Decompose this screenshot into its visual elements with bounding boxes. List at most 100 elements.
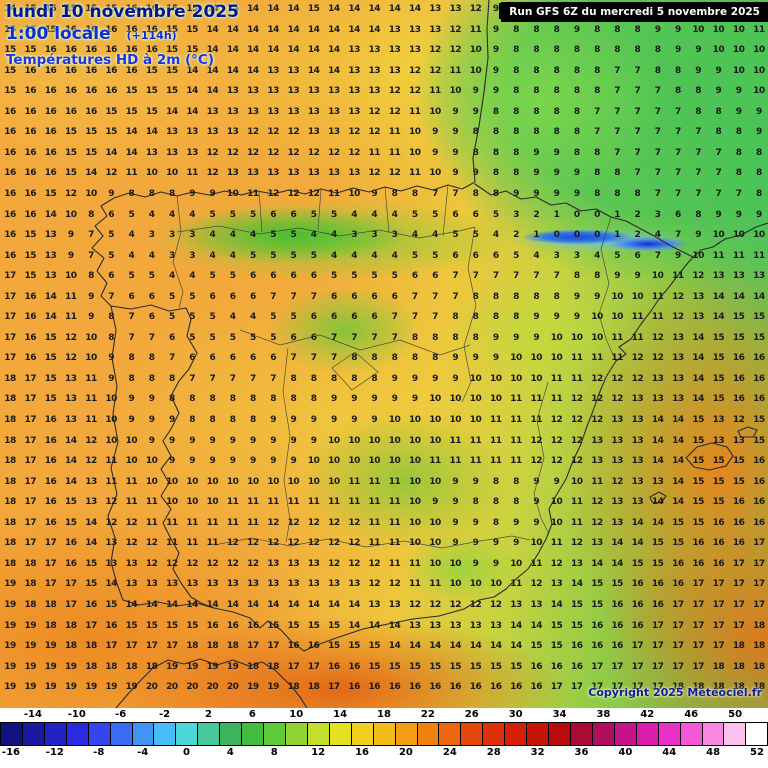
temperature-value: 12 — [651, 353, 664, 364]
temperature-value: 9 — [330, 394, 337, 405]
temperature-value: 11 — [409, 579, 421, 590]
temperature-value: 6 — [290, 209, 297, 220]
temperature-value: 13 — [550, 579, 563, 590]
temperature-value: 13 — [166, 127, 178, 138]
temperature-value: 15 — [186, 4, 198, 14]
temperature-value: 15 — [712, 394, 725, 405]
temperature-value: 8 — [270, 394, 276, 405]
temperature-value: 15 — [44, 332, 57, 343]
temperature-value: 10 — [550, 332, 563, 343]
temperature-value: 12 — [247, 558, 259, 569]
temperature-value: 10 — [409, 456, 421, 467]
temperature-value: 15 — [145, 620, 158, 631]
temperature-value: 10 — [409, 415, 421, 425]
scale-color-cell — [439, 723, 462, 745]
temperature-value: 12 — [328, 147, 340, 158]
temperature-value: 3 — [351, 230, 357, 241]
temperature-value: 16 — [44, 86, 57, 97]
temperature-value: 14 — [64, 456, 77, 467]
temperature-value: 7 — [432, 312, 438, 323]
temperature-value: 8 — [695, 106, 702, 117]
temperature-value: 11 — [550, 538, 563, 549]
temperature-value: 8 — [310, 394, 317, 405]
temperature-value: 15 — [4, 24, 16, 35]
temperature-value: 17 — [712, 599, 725, 610]
temperature-value: 14 — [186, 86, 198, 97]
temperature-value: 16 — [44, 435, 57, 446]
temperature-value: 13 — [388, 24, 401, 35]
temperature-value: 6 — [310, 312, 317, 323]
temperature-value: 16 — [570, 641, 583, 652]
temperature-value: 10 — [570, 332, 583, 343]
temperature-value: 11 — [530, 415, 542, 425]
temperature-value: 6 — [108, 271, 115, 282]
temperature-value: 12 — [550, 415, 563, 425]
temperature-value: 8 — [513, 106, 519, 117]
temperature-value: 7 — [169, 353, 175, 364]
temperature-value: 9 — [249, 435, 256, 446]
temperature-value: 13 — [368, 599, 381, 610]
temperature-value: 15 — [348, 641, 360, 652]
temperature-value: 16 — [24, 127, 36, 138]
temperature-value: 13 — [247, 106, 259, 117]
temperature-value: 16 — [753, 394, 765, 405]
temperature-value: 11 — [570, 497, 583, 508]
temperature-value: 3 — [169, 230, 175, 241]
temperature-value: 3 — [148, 230, 155, 241]
temperature-value: 11 — [287, 497, 300, 508]
temperature-value: 16 — [145, 45, 158, 56]
temperature-value: 13 — [692, 312, 704, 323]
temperature-value: 4 — [371, 209, 378, 220]
temperature-value: 15 — [186, 24, 198, 35]
temperature-value: 17 — [692, 641, 704, 652]
temperature-value: 14 — [85, 538, 97, 549]
temperature-value: 16 — [469, 682, 482, 693]
temperature-value: 13 — [712, 415, 725, 425]
temperature-value: 8 — [755, 147, 762, 158]
scale-color-cell — [1, 723, 23, 745]
temperature-value: 14 — [611, 538, 623, 549]
temperature-value: 14 — [672, 435, 684, 446]
temperature-value: 16 — [44, 456, 57, 467]
temperature-value: 9 — [391, 373, 398, 384]
temperature-value: 13 — [267, 168, 279, 179]
temperature-value: 18 — [732, 661, 745, 672]
temperature-value: 18 — [753, 620, 765, 631]
temperature-value: 11 — [469, 435, 482, 446]
temperature-value: 16 — [753, 476, 765, 487]
temperature-value: 12 — [570, 415, 583, 425]
temperature-value: 5 — [452, 230, 459, 241]
coastline-path — [91, 0, 768, 652]
scale-color-cell — [746, 723, 768, 745]
temperature-value: 11 — [348, 476, 360, 487]
temperature-value: 8 — [411, 188, 418, 199]
temperature-value: 12 — [368, 579, 381, 590]
temperature-value: 5 — [270, 230, 276, 241]
temperature-value: 7 — [735, 188, 742, 199]
temperature-value: 16 — [44, 415, 57, 425]
temperature-value: 9 — [594, 291, 600, 302]
temperature-value: 15 — [570, 599, 583, 610]
region-border-castilla-south — [239, 329, 471, 356]
temperature-value: 5 — [209, 271, 216, 282]
temperature-value: 12 — [530, 456, 542, 467]
temperature-value: 14 — [307, 65, 320, 76]
temperature-value: 11 — [530, 558, 542, 569]
temperature-value: 15 — [85, 4, 97, 14]
temperature-value: 8 — [148, 353, 155, 364]
temperature-value: 9 — [492, 332, 499, 343]
temperature-value: 9 — [209, 435, 216, 446]
temperature-value: 10 — [469, 394, 482, 405]
temperature-value: 10 — [166, 168, 178, 179]
temperature-value: 15 — [64, 4, 77, 14]
temperature-value: 17 — [24, 538, 36, 549]
temperature-value: 5 — [472, 230, 479, 241]
temperature-value: 7 — [675, 188, 681, 199]
temperature-value: 16 — [24, 168, 36, 179]
temperature-value: 8 — [513, 65, 519, 76]
temperature-value: 15 — [44, 24, 57, 35]
temperature-value: 8 — [411, 353, 418, 364]
temperature-value: 14 — [692, 353, 704, 364]
temperature-value: 17 — [753, 599, 765, 610]
temperature-value: 12 — [631, 353, 644, 364]
